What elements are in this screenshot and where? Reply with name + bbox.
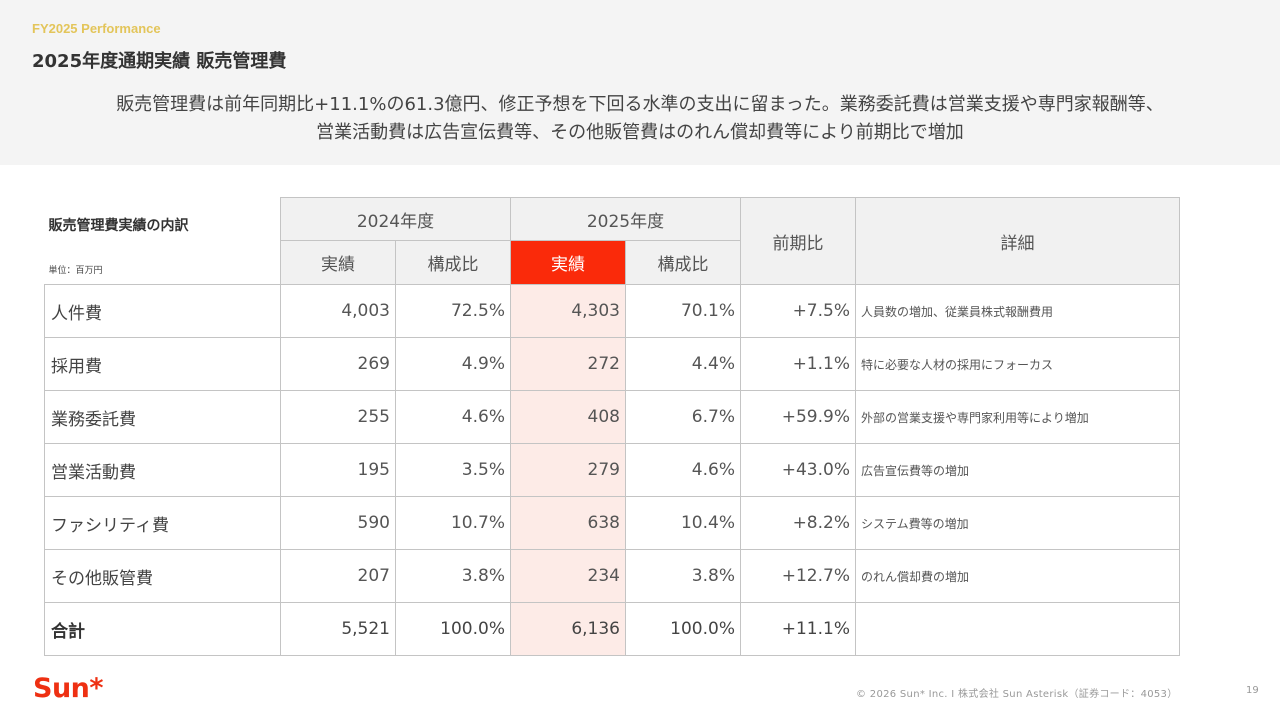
total-ratio-2024: 100.0% <box>395 602 511 656</box>
actual-2025: 234 <box>510 549 626 603</box>
table-caption-cell: 販売管理費実績の内訳 単位：百万円 <box>44 197 281 285</box>
actual-2024: 269 <box>280 337 396 391</box>
table-total-row: 合計 5,521 100.0% 6,136 100.0% +11.1% <box>44 602 1180 656</box>
total-label: 合計 <box>44 602 281 656</box>
ratio-2025: 70.1% <box>625 284 741 338</box>
total-yoy-change: +11.1% <box>740 602 856 656</box>
row-item: ファシリティ費 <box>44 496 281 550</box>
ratio-2024: 4.9% <box>395 337 511 391</box>
sga-breakdown-table: 販売管理費実績の内訳 単位：百万円 2024年度 2025年度 前期比 詳細 実… <box>44 197 1180 656</box>
header-actual-2025: 実績 <box>510 240 626 285</box>
actual-2024: 195 <box>280 443 396 497</box>
row-item: 採用費 <box>44 337 281 391</box>
unit-label: 単位：百万円 <box>48 265 103 276</box>
yoy-change: +1.1% <box>740 337 856 391</box>
ratio-2024: 3.8% <box>395 549 511 603</box>
actual-2025: 272 <box>510 337 626 391</box>
actual-2024: 255 <box>280 390 396 444</box>
row-item: 業務委託費 <box>44 390 281 444</box>
total-actual-2025: 6,136 <box>510 602 626 656</box>
ratio-2024: 72.5% <box>395 284 511 338</box>
actual-2025: 279 <box>510 443 626 497</box>
detail: 人員数の増加、従業員株式報酬費用 <box>855 284 1180 338</box>
header-detail: 詳細 <box>855 197 1180 285</box>
ratio-2025: 6.7% <box>625 390 741 444</box>
header-ratio-2024: 構成比 <box>395 240 511 285</box>
ratio-2025: 10.4% <box>625 496 741 550</box>
total-actual-2024: 5,521 <box>280 602 396 656</box>
detail: 特に必要な人材の採用にフォーカス <box>855 337 1180 391</box>
total-ratio-2025: 100.0% <box>625 602 741 656</box>
yoy-change: +7.5% <box>740 284 856 338</box>
yoy-change: +12.7% <box>740 549 856 603</box>
yoy-change: +8.2% <box>740 496 856 550</box>
actual-2024: 4,003 <box>280 284 396 338</box>
ratio-2024: 10.7% <box>395 496 511 550</box>
yoy-change: +59.9% <box>740 390 856 444</box>
page-number: 19 <box>1246 685 1259 696</box>
sun-asterisk-logo: Sun* <box>33 673 104 704</box>
actual-2025: 408 <box>510 390 626 444</box>
ratio-2024: 4.6% <box>395 390 511 444</box>
table-caption: 販売管理費実績の内訳 <box>48 217 189 234</box>
header-ratio-2025: 構成比 <box>625 240 741 285</box>
copyright-text: © 2026 Sun* Inc. I 株式会社 Sun Asterisk（証券コ… <box>856 689 1178 700</box>
page-title: 2025年度通期実績 販売管理費 <box>32 51 287 72</box>
row-item: 営業活動費 <box>44 443 281 497</box>
total-detail <box>855 602 1180 656</box>
lead-line-1: 販売管理費は前年同期比+11.1%の61.3億円、修正予想を下回る水準の支出に留… <box>116 94 1164 115</box>
ratio-2025: 3.8% <box>625 549 741 603</box>
ratio-2025: 4.4% <box>625 337 741 391</box>
section-eyebrow: FY2025 Performance <box>32 21 161 36</box>
yoy-change: +43.0% <box>740 443 856 497</box>
header-band <box>0 0 1280 165</box>
lead-summary: 販売管理費は前年同期比+11.1%の61.3億円、修正予想を下回る水準の支出に留… <box>0 91 1280 147</box>
row-item: 人件費 <box>44 284 281 338</box>
header-fy2024: 2024年度 <box>280 197 511 241</box>
table-row: 人件費 4,003 72.5% 4,303 70.1% +7.5% 人員数の増加… <box>44 284 1180 338</box>
table-row: その他販管費 207 3.8% 234 3.8% +12.7% のれん償却費の増… <box>44 549 1180 603</box>
actual-2024: 207 <box>280 549 396 603</box>
actual-2025: 4,303 <box>510 284 626 338</box>
ratio-2025: 4.6% <box>625 443 741 497</box>
header-actual-2024: 実績 <box>280 240 396 285</box>
row-item: その他販管費 <box>44 549 281 603</box>
actual-2024: 590 <box>280 496 396 550</box>
table-row: ファシリティ費 590 10.7% 638 10.4% +8.2% システム費等… <box>44 496 1180 550</box>
detail: 外部の営業支援や専門家利用等により増加 <box>855 390 1180 444</box>
table-row: 採用費 269 4.9% 272 4.4% +1.1% 特に必要な人材の採用にフ… <box>44 337 1180 391</box>
actual-2025: 638 <box>510 496 626 550</box>
table-row: 営業活動費 195 3.5% 279 4.6% +43.0% 広告宣伝費等の増加 <box>44 443 1180 497</box>
header-fy2025: 2025年度 <box>510 197 741 241</box>
header-yoy: 前期比 <box>740 197 856 285</box>
detail: のれん償却費の増加 <box>855 549 1180 603</box>
ratio-2024: 3.5% <box>395 443 511 497</box>
detail: 広告宣伝費等の増加 <box>855 443 1180 497</box>
table-row: 業務委託費 255 4.6% 408 6.7% +59.9% 外部の営業支援や専… <box>44 390 1180 444</box>
detail: システム費等の増加 <box>855 496 1180 550</box>
lead-line-2: 営業活動費は広告宣伝費等、その他販管費はのれん償却費等により前期比で増加 <box>316 122 964 143</box>
